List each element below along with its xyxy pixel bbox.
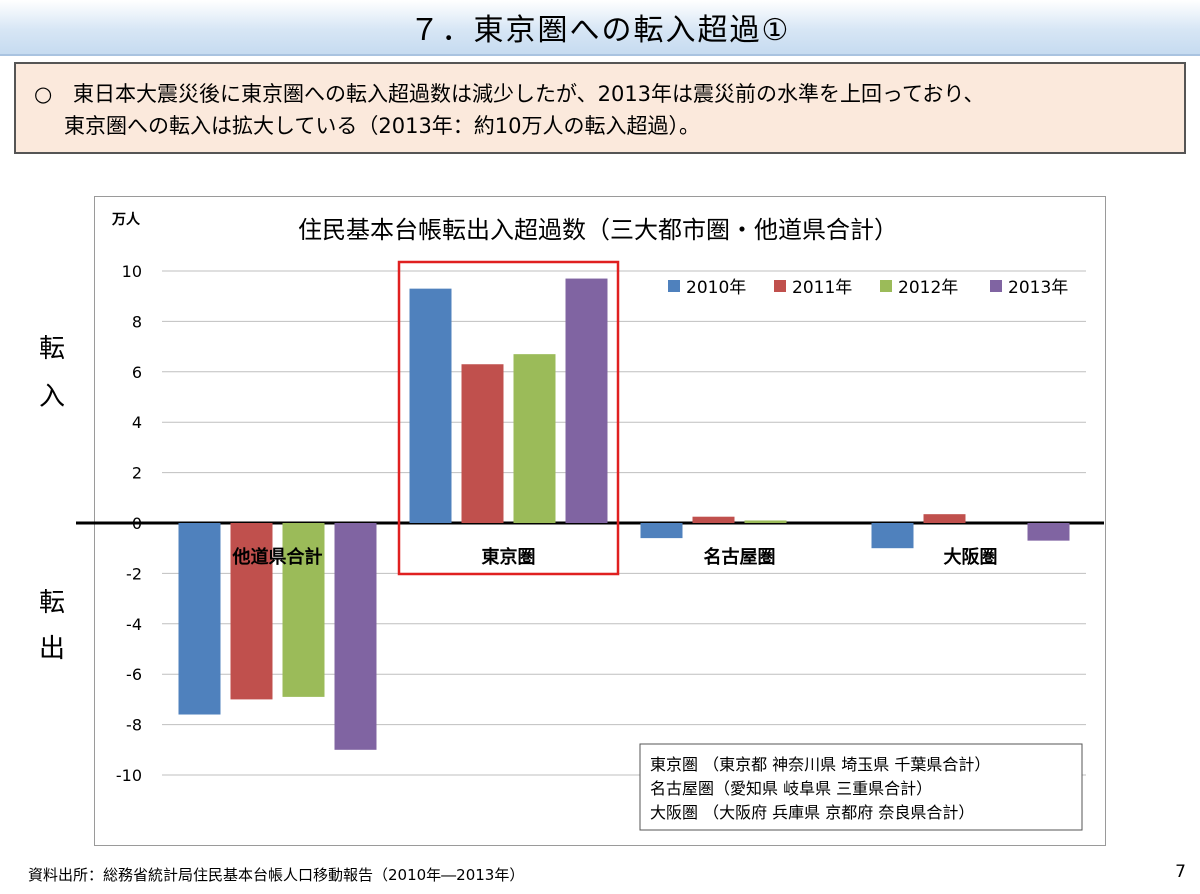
bar (513, 354, 556, 523)
summary-text-1: 東日本大震災後に東京圏への転入超過数は減少したが、2013年は震災前の水準を上回… (73, 82, 985, 106)
bar (871, 523, 914, 549)
bar (744, 520, 787, 523)
chart-title: 住民基本台帳転出入超過数（三大都市圏・他道県合計） (298, 216, 898, 244)
bar (692, 516, 735, 523)
summary-line-2: 東京圏への転入は拡大している（2013年：約10万人の転入超過）。 (64, 114, 701, 138)
side-label-in-bottom: 入 (38, 382, 65, 412)
y-tick-label: -8 (126, 716, 142, 735)
summary-line-1: ○ 東日本大震災後に東京圏への転入超過数は減少したが、2013年は震災前の水準を… (34, 78, 1166, 110)
bar (565, 278, 608, 523)
page-title: ７．東京圏への転入超過① (0, 0, 1200, 56)
bar (640, 523, 683, 539)
y-tick-label: 8 (132, 312, 142, 331)
notes-box: 東京圏 （東京都 神奈川県 埼玉県 千葉県合計） 名古屋圏（愛知県 岐阜県 三重県… (639, 743, 1083, 831)
legend-label: 2013年 (1008, 278, 1068, 298)
source-note: 資料出所：総務省統計局住民基本台帳人口移動報告（2010年―2013年） (28, 866, 525, 884)
bar (923, 514, 966, 523)
legend-label: 2010年 (686, 278, 746, 298)
legend-label: 2012年 (898, 278, 958, 298)
bar (230, 523, 273, 700)
y-tick-label: -6 (126, 665, 142, 684)
category-label: 他道県合計 (232, 546, 323, 568)
legend-swatch (668, 280, 680, 292)
bar (1027, 523, 1070, 541)
y-tick-label: -10 (116, 766, 142, 785)
legend: 2010年 2011年 2012年 2013年 (668, 278, 1068, 298)
y-tick-label: 2 (132, 464, 142, 483)
category-label: 大阪圏 (944, 546, 998, 568)
note-line: 東京圏 （東京都 神奈川県 埼玉県 千葉県合計） (650, 755, 990, 774)
side-label-out-top: 転 (38, 588, 65, 618)
y-tick-label: -4 (126, 615, 142, 634)
legend-label: 2011年 (792, 278, 852, 298)
y-axis-unit: 万人 (111, 211, 141, 228)
legend-swatch (774, 280, 786, 292)
summary-bullet: ○ (34, 82, 53, 106)
highlight-box-tokyo (397, 260, 620, 576)
y-tick-label: 6 (132, 363, 142, 382)
side-label-out-bottom: 出 (38, 634, 65, 664)
bar (178, 523, 221, 715)
legend-swatch (880, 280, 892, 292)
side-label-in-top: 転 (38, 334, 65, 364)
y-tick-labels: 10 8 6 4 2 0 -2 -4 -6 -8 -10 (116, 262, 142, 785)
page-number: 7 (1175, 862, 1186, 882)
note-line: 大阪圏 （大阪府 兵庫県 京都府 奈良県合計） (650, 803, 974, 822)
bar (334, 523, 377, 750)
bar (409, 288, 452, 523)
category-labels: 他道県合計 東京圏 名古屋圏 大阪圏 (232, 546, 998, 568)
summary-box: ○ 東日本大震災後に東京圏への転入超過数は減少したが、2013年は震災前の水準を… (14, 62, 1186, 154)
y-tick-label: 10 (122, 262, 142, 281)
bars (178, 278, 1070, 750)
note-line: 名古屋圏（愛知県 岐阜県 三重県合計） (650, 779, 932, 798)
legend-swatch (990, 280, 1002, 292)
category-label: 東京圏 (482, 546, 536, 568)
bar (461, 364, 504, 523)
y-tick-label: 4 (132, 413, 142, 432)
category-label: 名古屋圏 (704, 546, 776, 568)
bar (282, 523, 325, 697)
y-tick-label: 0 (132, 514, 142, 533)
y-tick-label: -2 (126, 564, 142, 583)
